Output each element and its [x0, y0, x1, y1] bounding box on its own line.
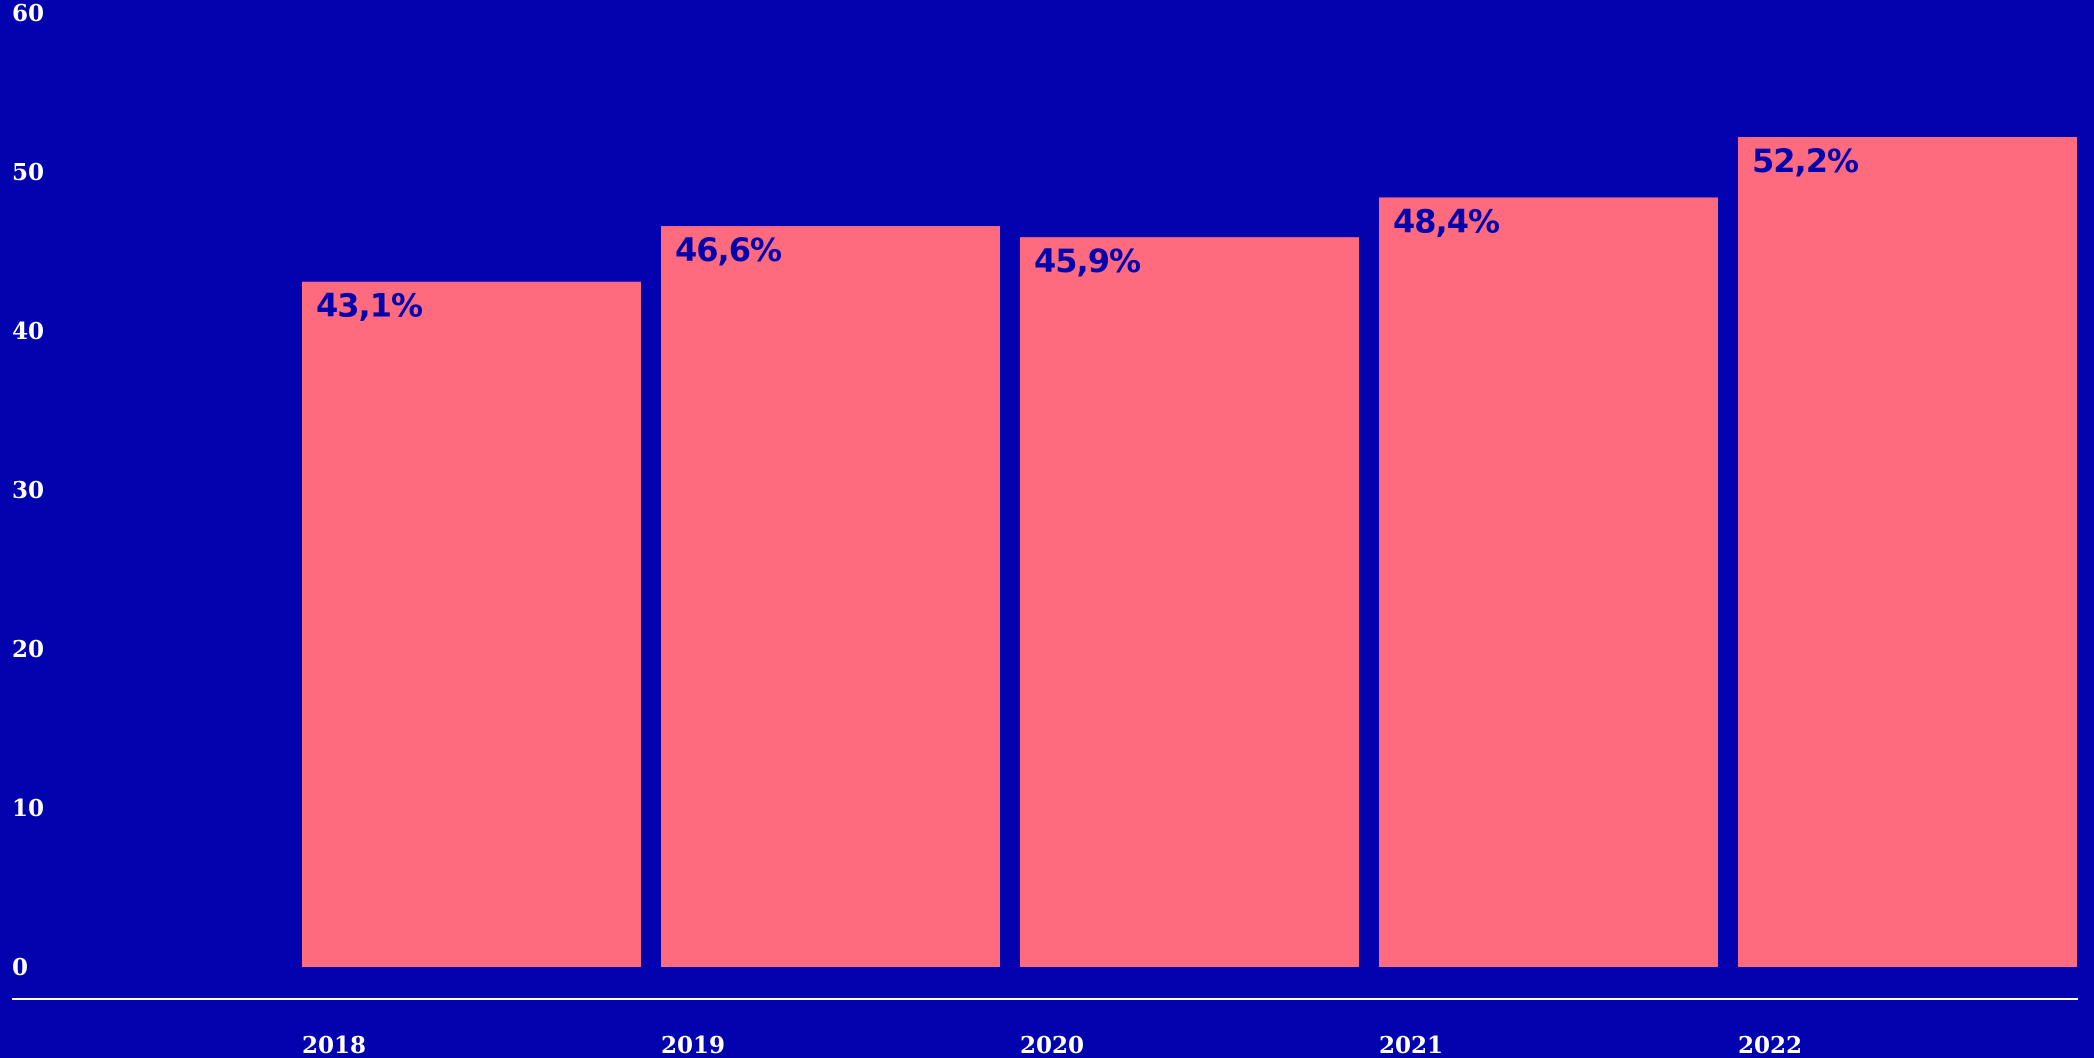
x-tick-label: 2018	[302, 1032, 366, 1058]
data-label: 43,1%	[316, 287, 423, 325]
y-tick-label: 10	[12, 795, 44, 822]
bar-2018	[302, 281, 641, 968]
x-tick-label: 2020	[1020, 1032, 1084, 1058]
bar-2020	[1020, 237, 1359, 967]
x-axis-ticks: 2018 2019 2020 2021 2022	[302, 1032, 1802, 1058]
bar-2021	[1379, 197, 1718, 967]
data-label: 46,6%	[675, 231, 782, 269]
y-tick-label: 50	[12, 159, 44, 186]
y-tick-label: 30	[12, 477, 44, 504]
bars-group	[302, 137, 2077, 968]
data-labels-group: 43,1% 46,6% 45,9% 48,4% 52,2%	[316, 142, 1860, 325]
y-tick-label: 20	[12, 636, 44, 663]
y-tick-label: 60	[12, 0, 44, 27]
data-label: 45,9%	[1034, 242, 1141, 280]
bar-2019	[661, 226, 1000, 967]
y-axis-ticks: 0 10 20 30 40 50 60	[12, 0, 44, 981]
x-tick-label: 2022	[1738, 1032, 1802, 1058]
data-label: 48,4%	[1393, 202, 1500, 240]
bar-2022	[1738, 137, 2077, 967]
data-label: 52,2%	[1752, 142, 1859, 180]
x-tick-label: 2019	[661, 1032, 725, 1058]
y-tick-label: 0	[12, 954, 28, 981]
x-tick-label: 2021	[1379, 1032, 1443, 1058]
y-tick-label: 40	[12, 318, 44, 345]
